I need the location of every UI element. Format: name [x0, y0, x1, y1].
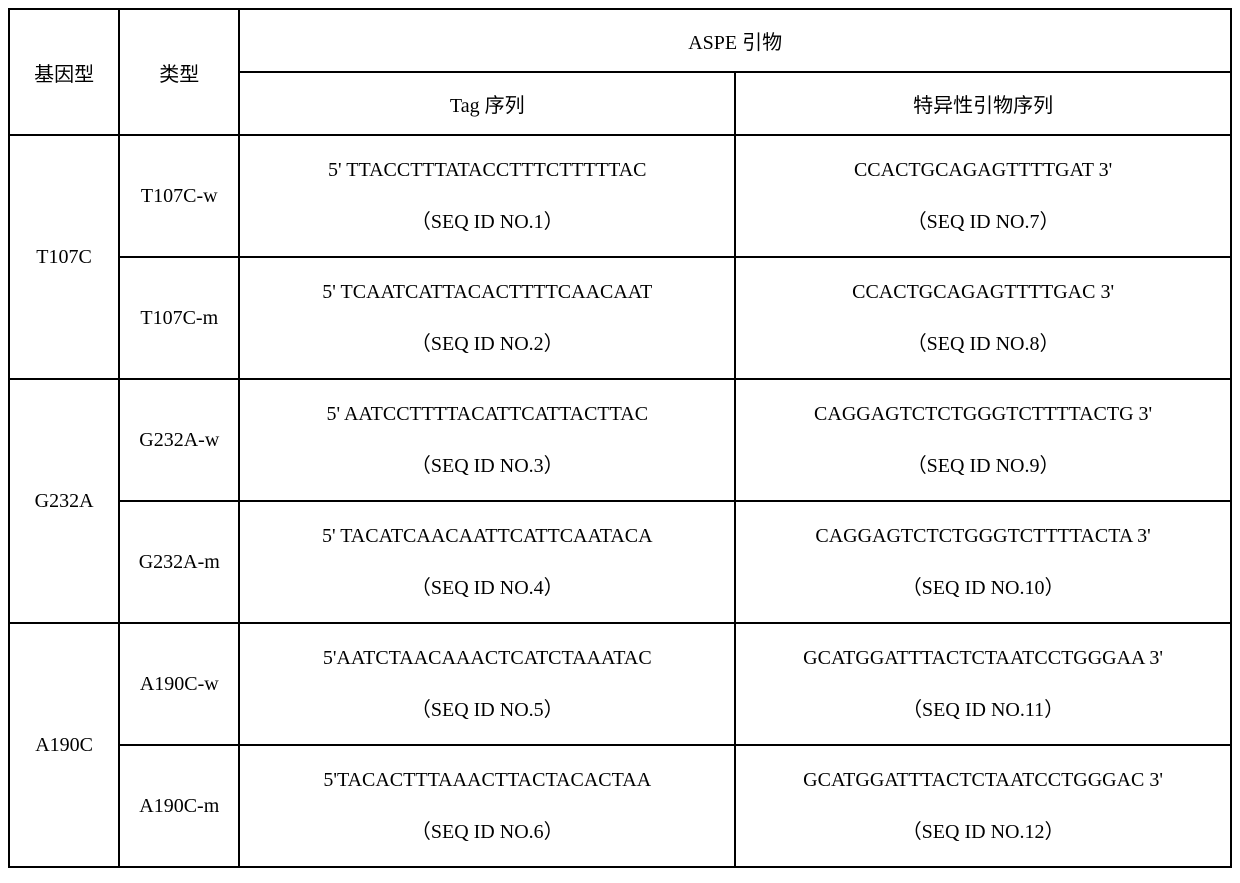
primer-table: 基因型 类型 ASPE 引物 Tag 序列 特异性引物序列 T107C T107…: [8, 8, 1232, 868]
tag-cell: 5' TACATCAACAATTCATTCAATACA （SEQ ID NO.4…: [239, 501, 735, 623]
specific-cell: GCATGGATTTACTCTAATCCTGGGAC 3' （SEQ ID NO…: [735, 745, 1231, 867]
tag-cell: 5'TACACTTTAAACTTACTACACTAA （SEQ ID NO.6）: [239, 745, 735, 867]
type-cell: T107C-w: [119, 135, 239, 257]
type-cell: A190C-m: [119, 745, 239, 867]
specific-sequence: GCATGGATTTACTCTAATCCTGGGAC 3': [740, 766, 1226, 794]
type-cell: T107C-m: [119, 257, 239, 379]
specific-seq-id: （SEQ ID NO.9）: [740, 452, 1226, 480]
header-type: 类型: [119, 9, 239, 135]
genotype-cell: T107C: [9, 135, 119, 379]
tag-sequence: 5'TACACTTTAAACTTACTACACTAA: [244, 766, 730, 794]
specific-sequence: GCATGGATTTACTCTAATCCTGGGAA 3': [740, 644, 1226, 672]
tag-sequence: 5' TCAATCATTACACTTTTCAACAAT: [244, 278, 730, 306]
tag-seq-id: （SEQ ID NO.1）: [244, 208, 730, 236]
table-row: A190C A190C-w 5'AATCTAACAAACTCATCTAAATAC…: [9, 623, 1231, 745]
tag-cell: 5' TCAATCATTACACTTTTCAACAAT （SEQ ID NO.2…: [239, 257, 735, 379]
type-cell: A190C-w: [119, 623, 239, 745]
type-cell: G232A-w: [119, 379, 239, 501]
specific-sequence: CAGGAGTCTCTGGGTCTTTTACTA 3': [740, 522, 1226, 550]
tag-seq-id: （SEQ ID NO.6）: [244, 818, 730, 846]
specific-cell: CAGGAGTCTCTGGGTCTTTTACTA 3' （SEQ ID NO.1…: [735, 501, 1231, 623]
specific-cell: CCACTGCAGAGTTTTGAC 3' （SEQ ID NO.8）: [735, 257, 1231, 379]
tag-cell: 5' AATCCTTTTACATTCATTACTTAC （SEQ ID NO.3…: [239, 379, 735, 501]
tag-cell: 5' TTACCTTTATACCTTTCTTTTTAC （SEQ ID NO.1…: [239, 135, 735, 257]
specific-cell: CAGGAGTCTCTGGGTCTTTTACTG 3' （SEQ ID NO.9…: [735, 379, 1231, 501]
specific-cell: CCACTGCAGAGTTTTGAT 3' （SEQ ID NO.7）: [735, 135, 1231, 257]
table-row: G232A-m 5' TACATCAACAATTCATTCAATACA （SEQ…: [9, 501, 1231, 623]
specific-sequence: CCACTGCAGAGTTTTGAC 3': [740, 278, 1226, 306]
header-genotype: 基因型: [9, 9, 119, 135]
table-row: A190C-m 5'TACACTTTAAACTTACTACACTAA （SEQ …: [9, 745, 1231, 867]
table-row: T107C-m 5' TCAATCATTACACTTTTCAACAAT （SEQ…: [9, 257, 1231, 379]
header-aspe-primer: ASPE 引物: [239, 9, 1231, 72]
specific-sequence: CCACTGCAGAGTTTTGAT 3': [740, 156, 1226, 184]
tag-sequence: 5'AATCTAACAAACTCATCTAAATAC: [244, 644, 730, 672]
specific-seq-id: （SEQ ID NO.12）: [740, 818, 1226, 846]
genotype-cell: A190C: [9, 623, 119, 867]
header-row-1: 基因型 类型 ASPE 引物: [9, 9, 1231, 72]
tag-sequence: 5' TACATCAACAATTCATTCAATACA: [244, 522, 730, 550]
genotype-cell: G232A: [9, 379, 119, 623]
tag-cell: 5'AATCTAACAAACTCATCTAAATAC （SEQ ID NO.5）: [239, 623, 735, 745]
specific-seq-id: （SEQ ID NO.10）: [740, 574, 1226, 602]
tag-seq-id: （SEQ ID NO.2）: [244, 330, 730, 358]
specific-seq-id: （SEQ ID NO.11）: [740, 696, 1226, 724]
tag-seq-id: （SEQ ID NO.4）: [244, 574, 730, 602]
tag-sequence: 5' AATCCTTTTACATTCATTACTTAC: [244, 400, 730, 428]
type-cell: G232A-m: [119, 501, 239, 623]
specific-cell: GCATGGATTTACTCTAATCCTGGGAA 3' （SEQ ID NO…: [735, 623, 1231, 745]
tag-sequence: 5' TTACCTTTATACCTTTCTTTTTAC: [244, 156, 730, 184]
specific-sequence: CAGGAGTCTCTGGGTCTTTTACTG 3': [740, 400, 1226, 428]
header-specific-primer: 特异性引物序列: [735, 72, 1231, 135]
header-tag-sequence: Tag 序列: [239, 72, 735, 135]
specific-seq-id: （SEQ ID NO.8）: [740, 330, 1226, 358]
table-row: G232A G232A-w 5' AATCCTTTTACATTCATTACTTA…: [9, 379, 1231, 501]
specific-seq-id: （SEQ ID NO.7）: [740, 208, 1226, 236]
tag-seq-id: （SEQ ID NO.3）: [244, 452, 730, 480]
tag-seq-id: （SEQ ID NO.5）: [244, 696, 730, 724]
table-row: T107C T107C-w 5' TTACCTTTATACCTTTCTTTTTA…: [9, 135, 1231, 257]
